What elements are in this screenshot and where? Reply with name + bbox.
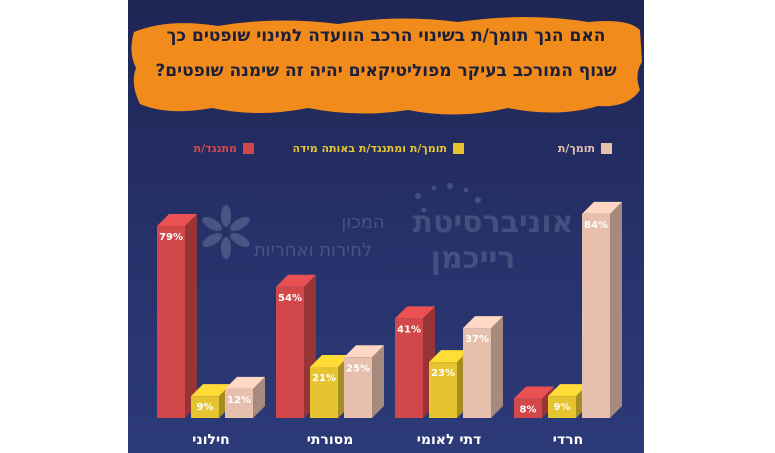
bar-value-label: 9% <box>197 402 214 413</box>
category-label: חרדי <box>553 432 583 448</box>
bar-value-label: 12% <box>227 395 251 406</box>
legend-item-support: תומך/ת <box>558 138 612 158</box>
legend-item-oppose: מתנגד/ת <box>194 138 254 158</box>
legend-swatch-support <box>601 142 612 154</box>
bar-support-1 <box>344 345 384 418</box>
institute-name-line2: לחירות ואחריות <box>254 240 372 261</box>
bar-value-label: 37% <box>465 334 489 345</box>
bar-value-label: 79% <box>159 232 183 243</box>
bar-value-label: 23% <box>431 368 455 379</box>
bar-oppose-1 <box>276 274 316 418</box>
bar-neutral-3 <box>548 384 588 418</box>
legend-label-neutral: תומך/ת ומתנגד/ת באותה מידה <box>292 141 447 155</box>
bar-value-label: 21% <box>312 373 336 384</box>
category-label: חילוני <box>192 432 229 448</box>
bar-support-0 <box>225 376 265 418</box>
bar-value-label: 25% <box>346 363 370 374</box>
bar-value-label: 9% <box>554 402 571 413</box>
legend-swatch-oppose <box>243 142 254 154</box>
legend-swatch-neutral <box>453 142 464 154</box>
title-banner-shape <box>131 17 642 115</box>
institute-logo-icon <box>202 205 250 259</box>
bar-oppose-0 <box>157 214 197 418</box>
category-label: דתי לאומי <box>417 432 482 448</box>
university-name-line1: אוניברסיטת <box>412 205 573 240</box>
university-stars-icon <box>415 183 481 213</box>
bar-support-2 <box>463 316 503 418</box>
watermark-logos: המכון לחירות ואחריות אוניברסיטת רייכמן <box>202 183 574 276</box>
chart-title-line2: שגוף המורכב בעיקר מפוליטיקאים יהיה זה שי… <box>155 61 617 81</box>
bar-support-3 <box>582 201 622 418</box>
legend-item-neutral: תומך/ת ומתנגד/ת באותה מידה <box>292 138 464 158</box>
bar-value-label: 54% <box>278 293 302 304</box>
chart-title-line1: האם הנך תומך/ת בשינוי הרכב הוועדה למינוי… <box>166 26 606 46</box>
chart-legend: מתנגד/ת תומך/ת ומתנגד/ת באותה מידה תומך/… <box>128 138 644 158</box>
bar-value-label: 41% <box>397 324 421 335</box>
bar-value-label: 8% <box>520 405 537 416</box>
bar-value-label: 84% <box>584 220 608 231</box>
legend-label-oppose: מתנגד/ת <box>193 141 237 155</box>
chart-panel: המכון לחירות ואחריות אוניברסיטת רייכמן ה… <box>128 0 644 453</box>
institute-name-line1: המכון <box>341 212 384 233</box>
legend-label-support: תומך/ת <box>557 141 595 155</box>
university-name-line2: רייכמן <box>431 241 516 276</box>
category-label: מסורתי <box>307 432 354 448</box>
bar-chart: 79% 9% 12% חילוני 54% 21% 25% מסורתי 41% 23% 37% דת… <box>157 201 622 448</box>
